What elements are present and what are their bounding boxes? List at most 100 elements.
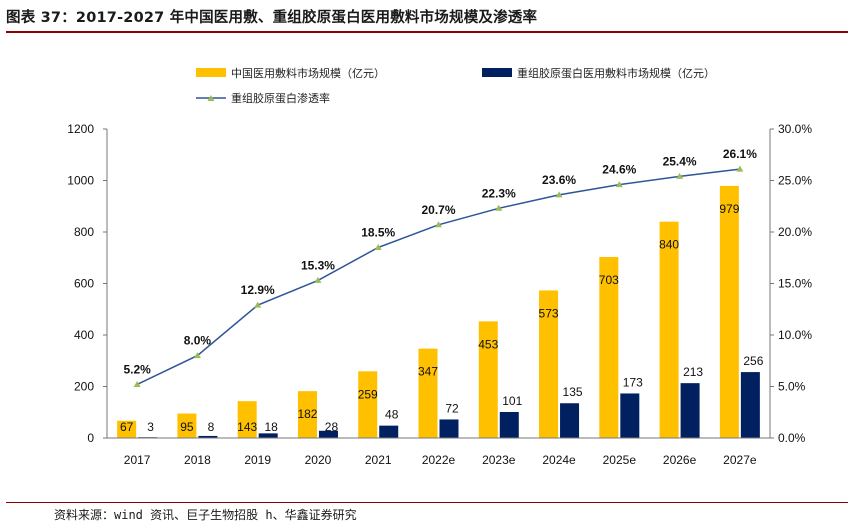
y-right-tick-label: 0.0% [778, 431, 806, 445]
bar-collagen-value-label: 48 [385, 408, 399, 422]
legend-label-market: 中国医用敷料市场规模（亿元） [231, 66, 385, 80]
y-right-tick-label: 10.0% [778, 328, 812, 342]
bar-collagen [318, 430, 338, 438]
y-left-tick-label: 800 [74, 225, 94, 239]
bar-collagen [560, 403, 580, 438]
bar-market-value-label: 143 [237, 420, 257, 434]
penetration-value-label: 25.4% [663, 154, 697, 168]
bar-collagen-value-label: 28 [325, 420, 339, 434]
bar-market [358, 371, 378, 438]
penetration-line [136, 168, 740, 386]
chart-title: 图表 37：2017-2027 年中国医用敷、重组胶原蛋白医用敷料市场规模及渗透… [6, 10, 538, 26]
bar-market [297, 391, 317, 438]
legend-marker-penetration [207, 95, 215, 101]
bar-market-value-label: 67 [120, 420, 134, 434]
bar-market-value-label: 703 [599, 273, 619, 287]
penetration-marker [254, 301, 262, 308]
bar-market [117, 420, 137, 438]
x-tick-label: 2023e [482, 453, 516, 467]
y-left-tick-label: 1000 [67, 174, 94, 188]
bar-collagen-value-label: 173 [623, 375, 643, 389]
y-left-tick-label: 1200 [67, 122, 94, 136]
x-tick-label: 2021 [365, 453, 392, 467]
bar-market-value-label: 979 [719, 202, 739, 216]
x-tick-label: 2019 [244, 453, 271, 467]
source-note: 资料来源：wind 资讯、巨子生物招股 h、华鑫证券研究 [54, 508, 357, 522]
bar-collagen-value-label: 256 [743, 354, 763, 368]
bar-collagen [680, 383, 700, 438]
penetration-value-label: 26.1% [723, 147, 757, 161]
penetration-marker [435, 221, 442, 228]
penetration-value-label: 12.9% [241, 283, 275, 297]
bar-market-value-label: 347 [418, 365, 438, 379]
bar-collagen [620, 393, 640, 438]
penetration-marker [736, 165, 744, 172]
bar-market-value-label: 840 [659, 238, 679, 252]
legend-swatch-collagen [482, 68, 512, 77]
y-left-tick-label: 600 [74, 277, 94, 291]
y-right-tick-label: 20.0% [778, 225, 812, 239]
penetration-value-label: 24.6% [602, 163, 636, 177]
y-right-tick-label: 30.0% [778, 122, 812, 136]
y-right-tick-label: 15.0% [778, 277, 812, 291]
penetration-marker [615, 181, 623, 188]
penetration-marker [555, 191, 563, 198]
x-tick-label: 2027e [723, 453, 757, 467]
bar-collagen-value-label: 213 [683, 365, 703, 379]
x-tick-label: 2017 [124, 453, 151, 467]
penetration-value-label: 15.3% [301, 258, 335, 272]
penetration-marker [133, 380, 141, 387]
bar-market [177, 413, 197, 438]
bar-collagen [740, 372, 760, 438]
bar-collagen [258, 433, 278, 438]
penetration-value-label: 23.6% [542, 173, 576, 187]
penetration-marker [314, 276, 322, 283]
bar-market [539, 290, 559, 438]
penetration-marker [676, 172, 684, 179]
bar-market-value-label: 259 [358, 387, 378, 401]
y-left-tick-label: 200 [74, 380, 94, 394]
x-tick-label: 2024e [542, 453, 576, 467]
bar-collagen-value-label: 72 [445, 401, 459, 415]
bar-collagen [379, 425, 399, 438]
x-tick-label: 2025e [603, 453, 637, 467]
penetration-value-label: 8.0% [184, 334, 212, 348]
penetration-value-label: 5.2% [123, 362, 151, 376]
bar-collagen [198, 435, 218, 438]
bar-collagen-value-label: 135 [563, 385, 583, 399]
bar-collagen [439, 419, 459, 438]
y-left-tick-label: 400 [74, 328, 94, 342]
penetration-marker [495, 204, 503, 211]
bar-market [659, 221, 679, 438]
bar-market [719, 185, 739, 438]
bar-market [599, 256, 619, 438]
penetration-value-label: 18.5% [361, 225, 395, 239]
bar-collagen-value-label: 8 [208, 420, 215, 434]
x-tick-label: 2020 [305, 453, 332, 467]
y-right-tick-label: 25.0% [778, 174, 812, 188]
bar-collagen-value-label: 3 [147, 420, 154, 434]
bar-market [478, 321, 498, 438]
x-tick-label: 2022e [422, 453, 456, 467]
legend-label-penetration: 重组胶原蛋白渗透率 [231, 91, 330, 105]
legend-swatch-market [196, 68, 226, 77]
bar-collagen-value-label: 101 [502, 394, 522, 408]
legend-label-collagen: 重组胶原蛋白医用敷料市场规模（亿元） [517, 66, 715, 80]
title-divider [6, 31, 848, 33]
bar-market-value-label: 182 [297, 407, 317, 421]
y-right-tick-label: 5.0% [778, 380, 806, 394]
bar-market-value-label: 453 [478, 337, 498, 351]
penetration-value-label: 20.7% [421, 203, 455, 217]
bar-market-value-label: 573 [539, 306, 559, 320]
x-tick-label: 2018 [184, 453, 211, 467]
bar-market [418, 348, 438, 438]
penetration-marker [193, 352, 201, 359]
bar-collagen-value-label: 18 [265, 420, 279, 434]
penetration-value-label: 22.3% [482, 186, 516, 200]
y-left-tick-label: 0 [87, 431, 94, 445]
bar-market [237, 401, 257, 438]
penetration-marker [374, 243, 382, 250]
bar-collagen [499, 411, 519, 438]
bar-market-value-label: 95 [180, 420, 194, 434]
